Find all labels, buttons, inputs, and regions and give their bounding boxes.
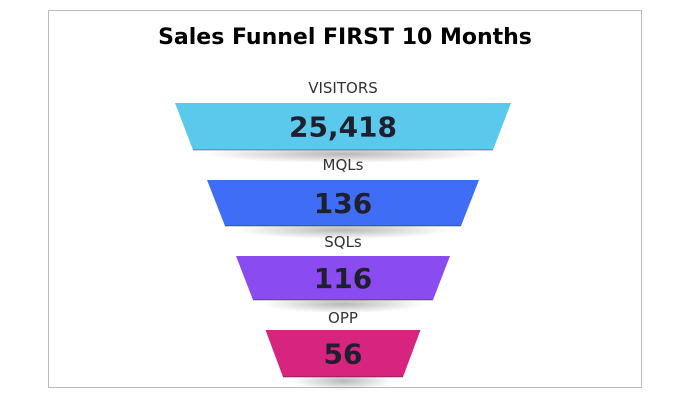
chart-title: Sales Funnel FIRST 10 Months	[158, 25, 532, 50]
stage-label-visitors: VISITORS	[308, 79, 378, 97]
stage-value-visitors: 25,418	[289, 111, 397, 144]
stage-value-opp: 56	[324, 338, 363, 371]
funnel-segment-mqls	[207, 180, 479, 226]
stage-value-mqls: 136	[314, 187, 372, 220]
stage-label-mqls: MQLs	[323, 156, 364, 174]
funnel-segment-visitors	[175, 103, 511, 150]
stage-label-sqls: SQLs	[324, 233, 362, 251]
funnel-segment-opp	[265, 330, 421, 377]
stage-label-opp: OPP	[328, 309, 358, 327]
stage-value-sqls: 116	[314, 262, 372, 295]
funnel-segment-sqls	[236, 256, 450, 300]
